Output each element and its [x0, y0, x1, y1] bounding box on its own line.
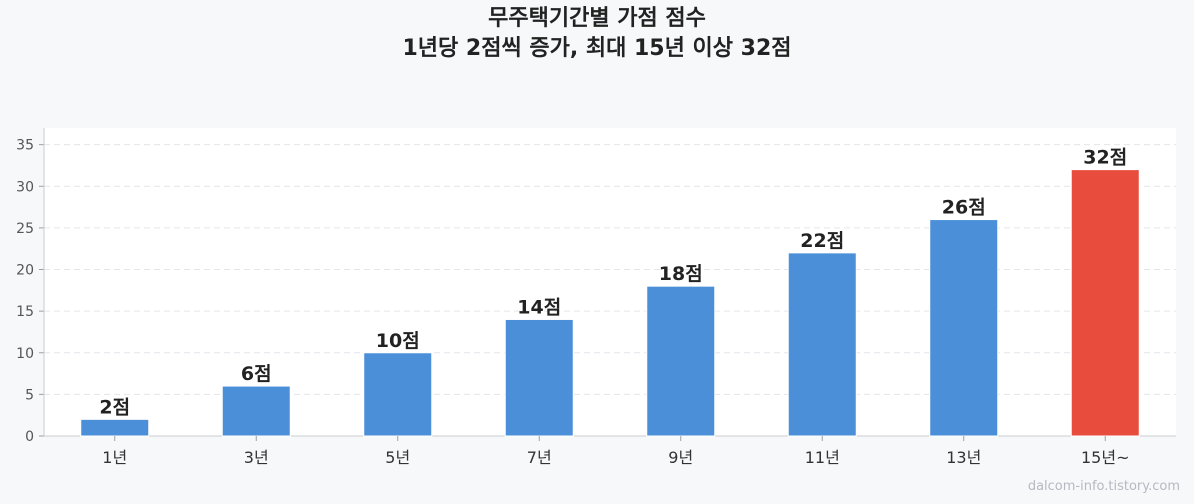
data-label-4: 14점 — [517, 296, 561, 318]
y-tick-label-20: 20 — [16, 263, 34, 279]
x-tick-label-6: 11년 — [805, 448, 840, 467]
bar-8 — [1070, 169, 1140, 437]
data-label-5: 18점 — [659, 263, 703, 285]
x-tick-label-2: 3년 — [244, 448, 269, 467]
data-label-3: 10점 — [376, 330, 420, 352]
y-tick-label-15: 15 — [16, 304, 34, 320]
x-tick-label-5: 9년 — [668, 448, 693, 467]
x-tick-label-7: 13년 — [946, 448, 981, 467]
y-tick-label-35: 35 — [16, 138, 34, 154]
watermark: dalcom-info.tistory.com — [1027, 479, 1180, 494]
data-label-1: 2점 — [99, 396, 130, 418]
y-tick-label-25: 25 — [16, 221, 34, 237]
bar-6 — [787, 252, 857, 437]
y-tick-label-5: 5 — [25, 387, 34, 403]
bar-7 — [929, 219, 999, 437]
bar-5 — [646, 285, 716, 437]
chart-title-block: 무주택기간별 가점 점수 1년당 2점씩 증가, 최대 15년 이상 32점 — [0, 4, 1194, 64]
x-tick-label-4: 7년 — [527, 448, 552, 467]
bar-4 — [504, 318, 574, 437]
chart-subtitle: 1년당 2점씩 증가, 최대 15년 이상 32점 — [402, 36, 792, 61]
chart-title: 무주택기간별 가점 점수 — [488, 6, 706, 31]
data-label-8: 32점 — [1083, 147, 1127, 169]
y-tick-label-10: 10 — [16, 346, 34, 362]
bar-1 — [80, 418, 150, 437]
bar-2 — [221, 385, 291, 437]
data-label-6: 22점 — [800, 230, 844, 252]
x-tick-label-8: 15년~ — [1081, 448, 1130, 467]
y-tick-label-0: 0 — [25, 429, 34, 445]
x-tick-label-3: 5년 — [385, 448, 410, 467]
y-tick-label-30: 30 — [16, 179, 34, 195]
bar-3 — [363, 352, 433, 437]
data-label-2: 6점 — [241, 363, 272, 385]
data-label-7: 26점 — [942, 197, 986, 219]
plot-area — [44, 128, 1176, 436]
x-tick-label-1: 1년 — [102, 448, 127, 467]
